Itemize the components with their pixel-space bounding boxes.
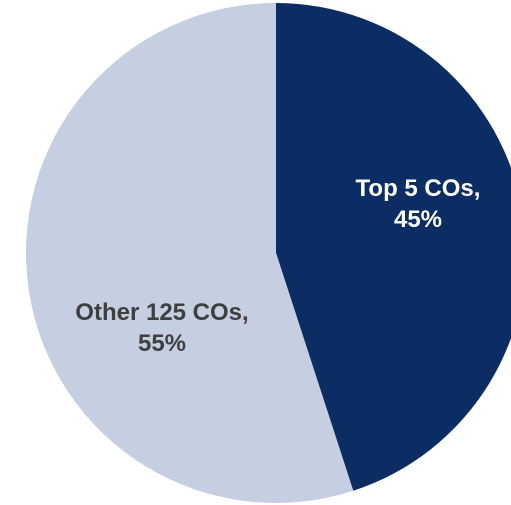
pie-slice-0 [276,3,511,491]
pie-label-1: Other 125 COs, 55% [75,299,248,357]
pie-label-name-1: Other 125 COs, [75,299,248,326]
pie-label-0: Top 5 COs, 45% [356,175,481,233]
pie-label-name-0: Top 5 COs, [356,175,481,202]
pie-labels: Top 5 COs, 45% Other 125 COs, 55% [75,175,480,357]
pie-label-value-1: 55% [138,330,186,357]
pie-slices [25,3,511,503]
pie-label-value-0: 45% [394,206,442,233]
pie-slice-1 [25,3,354,503]
